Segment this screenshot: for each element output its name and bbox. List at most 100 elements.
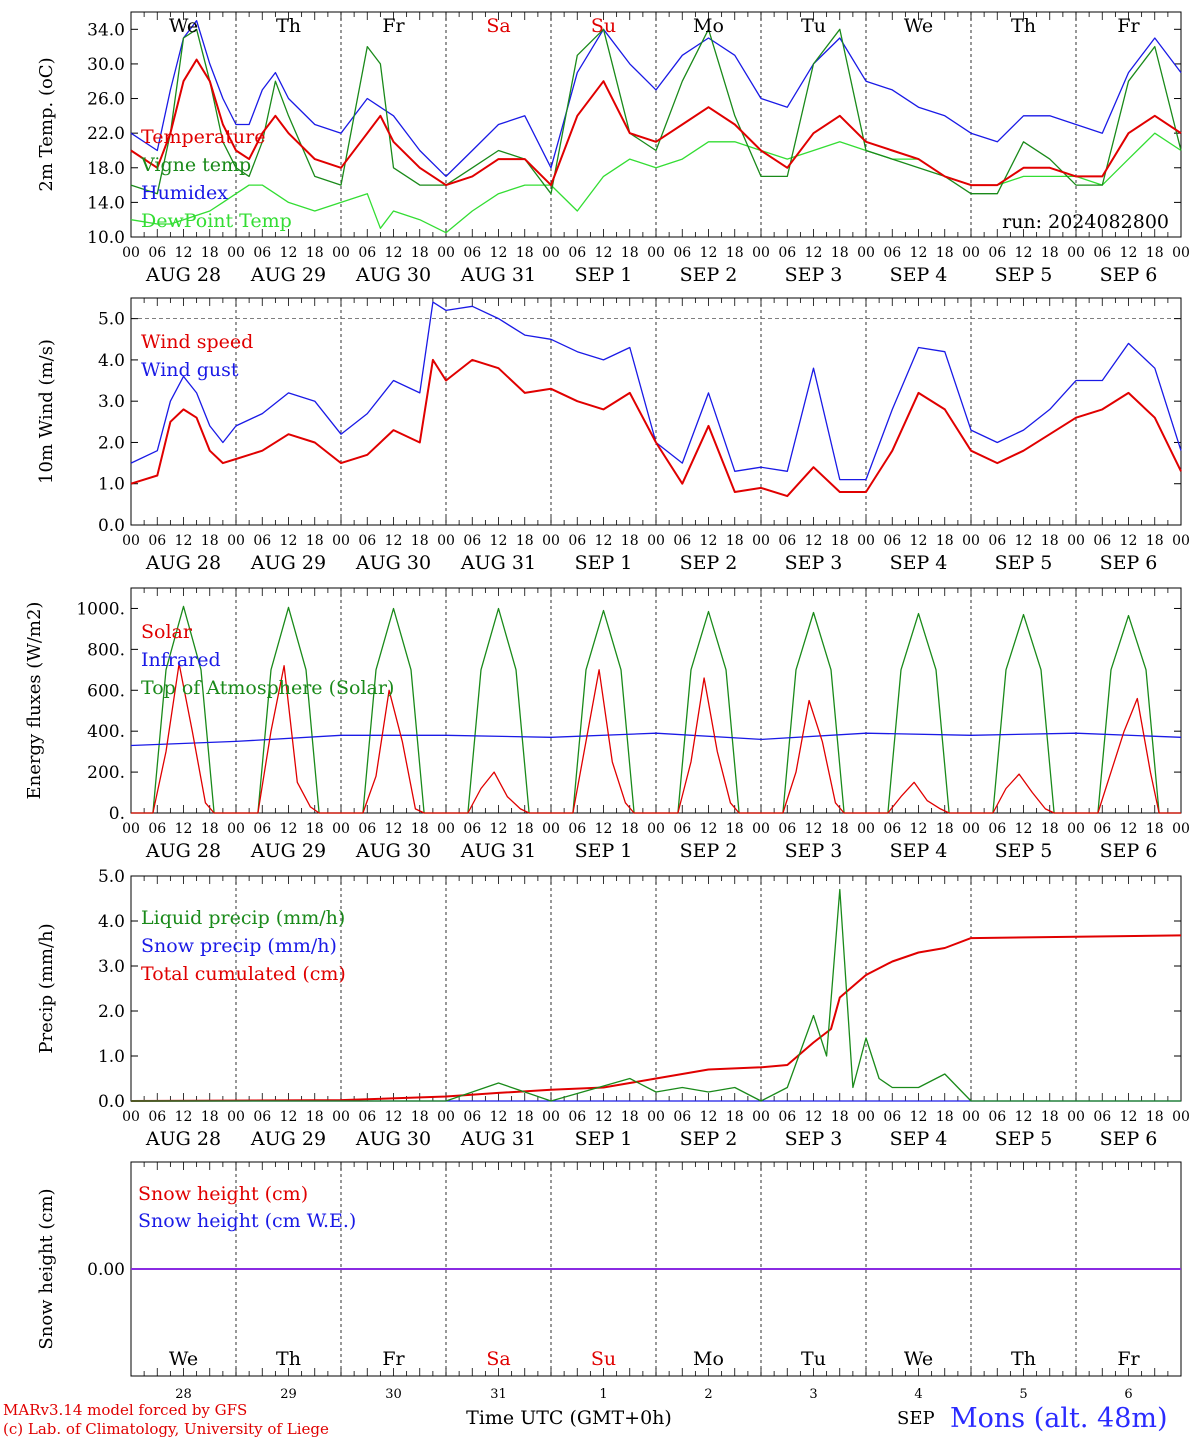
date-label: SEP 3 (785, 840, 843, 862)
date-label: SEP 1 (575, 264, 633, 286)
date-label: SEP 1 (575, 1128, 633, 1150)
hour-tick-label: 18 (1041, 1109, 1059, 1125)
date-label: AUG 28 (145, 1128, 221, 1150)
panel-1: 10.0 14.0 18.0 22.0 26.0 30.0 34.0 2m Temp. (oC… (36, 11, 1190, 286)
weekday-label: Th (276, 1348, 301, 1370)
hour-tick-label: 06 (988, 1109, 1006, 1125)
hour-tick-label: 18 (726, 1109, 744, 1125)
hour-tick-label: 00 (332, 533, 350, 549)
date-label: AUG 29 (250, 1128, 326, 1150)
hour-tick-label: 12 (805, 1109, 823, 1125)
date-label: AUG 31 (460, 1128, 536, 1150)
hour-tick-label: 18 (1146, 1109, 1164, 1125)
date-label: SEP 2 (680, 552, 738, 574)
hour-tick-label: 18 (201, 533, 219, 549)
series-line-wind-gust (130, 301, 1182, 481)
hour-tick-label: 00 (647, 245, 665, 261)
hour-tick-label: 12 (1120, 245, 1138, 261)
hour-tick-label: 18 (516, 821, 534, 837)
y-axis-title: 2m Temp. (oC) (36, 57, 57, 191)
hour-tick-label: 18 (831, 821, 849, 837)
hour-tick-label: 06 (358, 1109, 376, 1125)
hour-tick-label: 06 (568, 1109, 586, 1125)
hour-tick-label: 12 (805, 245, 823, 261)
weekday-label: Tu (801, 15, 826, 37)
hour-tick-label: 06 (673, 245, 691, 261)
hour-tick-label: 06 (253, 821, 271, 837)
weekday-label: We (169, 1348, 198, 1370)
y-tick-label: 5.0 (98, 310, 125, 330)
hour-tick-label: 00 (647, 821, 665, 837)
series-line-total-cumulated-cm- (130, 934, 1182, 1102)
hour-tick-label: 12 (490, 821, 508, 837)
date-label: SEP 5 (995, 264, 1053, 286)
weekday-label: Su (591, 15, 616, 37)
hour-tick-label: 12 (1015, 821, 1033, 837)
hour-tick-label: 18 (306, 533, 324, 549)
hour-tick-label: 06 (988, 533, 1006, 549)
hour-tick-label: 12 (910, 1109, 928, 1125)
y-axis-title: 10m Wind (m/s) (36, 339, 57, 484)
date-label: SEP 2 (680, 264, 738, 286)
panel-2: 0.0 1.0 2.0 3.0 4.0 5.0 10m Wind (m/s) Wind spe… (36, 297, 1190, 574)
hour-tick-label: 00 (1067, 1109, 1085, 1125)
chart-panels: 10.014.018.022.026.030.034.02m Temp. (oC… (24, 11, 1190, 1402)
hour-tick-label: 18 (201, 1109, 219, 1125)
weekday-label: We (904, 1348, 933, 1370)
hour-tick-label: 00 (542, 245, 560, 261)
legend-entry: Snow height (cm W.E.) (138, 1210, 356, 1232)
date-label: SEP 5 (995, 552, 1053, 574)
day-number: 2 (704, 1387, 712, 1402)
hour-tick-label: 00 (857, 533, 875, 549)
date-label: SEP 4 (890, 552, 948, 574)
date-label: AUG 29 (250, 264, 326, 286)
hour-tick-label: 00 (752, 821, 770, 837)
panel-5: 0.00 Snow height (cm) Snow height (cm) Snow… (36, 1161, 1182, 1402)
hour-tick-label: 18 (516, 245, 534, 261)
date-label: AUG 28 (145, 264, 221, 286)
hour-tick-label: 00 (1067, 533, 1085, 549)
series-line-vigne-temp (130, 28, 1182, 195)
hour-tick-label: 06 (358, 533, 376, 549)
date-label: SEP 6 (1100, 552, 1158, 574)
series-line-liquid-precip-mm-h- (131, 888, 1181, 1102)
hour-tick-label: 06 (883, 821, 901, 837)
hour-tick-label: 00 (437, 245, 455, 261)
hour-tick-label: 06 (673, 821, 691, 837)
date-label: AUG 29 (250, 840, 326, 862)
series-line-infrared (130, 732, 1182, 747)
weekday-label: Fr (382, 1348, 405, 1370)
hour-tick-label: 06 (253, 533, 271, 549)
day-number: 5 (1019, 1387, 1027, 1402)
hour-tick-label: 12 (490, 1109, 508, 1125)
legend-entry: Top of Atmosphere (Solar) (141, 677, 394, 699)
date-label: SEP 2 (680, 840, 738, 862)
hour-tick-label: 18 (411, 821, 429, 837)
hour-tick-label: 18 (936, 245, 954, 261)
hour-tick-label: 12 (1120, 1109, 1138, 1125)
y-tick-label: 0.0 (98, 1092, 125, 1112)
hour-tick-label: 06 (673, 1109, 691, 1125)
legend-entry: Total cumulated (cm) (141, 963, 346, 985)
hour-tick-label: 12 (1015, 245, 1033, 261)
hour-tick-label: 00 (122, 533, 140, 549)
date-label: SEP 5 (995, 840, 1053, 862)
day-number: 31 (490, 1387, 507, 1402)
y-tick-label: 4.0 (98, 351, 125, 371)
hour-tick-label: 12 (700, 533, 718, 549)
hour-tick-label: 06 (778, 245, 796, 261)
y-axis-title: Energy fluxes (W/m2) (24, 602, 45, 800)
date-label: SEP 4 (890, 1128, 948, 1150)
hour-tick-label: 12 (910, 533, 928, 549)
month-label: SEP (897, 1408, 935, 1429)
hour-tick-label: 12 (280, 245, 298, 261)
hour-tick-label: 00 (1067, 821, 1085, 837)
hour-tick-label: 18 (831, 245, 849, 261)
hour-tick-label: 00 (122, 821, 140, 837)
weekday-label: Mo (693, 15, 724, 37)
footer: MARv3.14 model forced by GFS (c) Lab. of… (3, 1401, 1168, 1438)
date-label: AUG 30 (355, 1128, 431, 1150)
date-label: AUG 30 (355, 552, 431, 574)
hour-tick-label: 00 (647, 533, 665, 549)
